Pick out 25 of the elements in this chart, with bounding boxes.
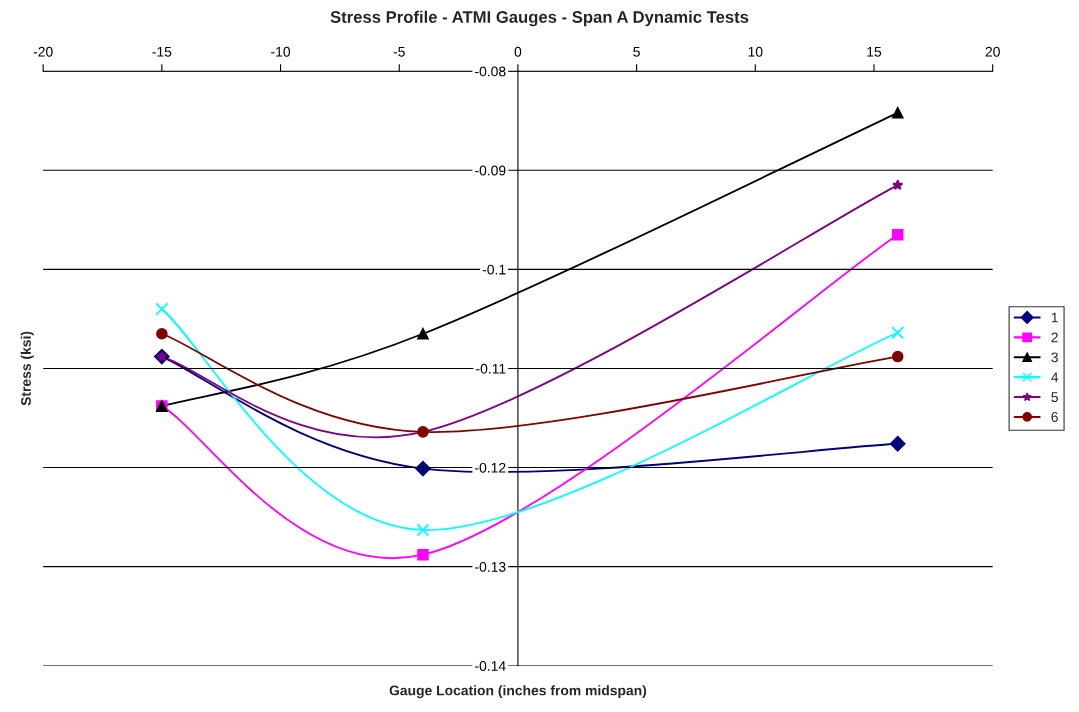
y-tick-label: -0.14 [475,661,506,671]
x-axis-title: Gauge Location (inches from midspan) [389,685,647,699]
legend-label: 1 [1051,312,1058,323]
x-tick-label: -15 [152,46,172,57]
x-tick-label: -5 [393,46,405,57]
x-tick-label: 0 [514,46,522,57]
y-tick-label: -0.11 [476,363,506,374]
y-tick-label: -0.08 [475,66,506,77]
y-tick-label: -0.1 [482,264,506,275]
y-axis-title: Stress (ksi) [20,331,34,406]
x-tick-label: 20 [985,46,1000,57]
x-tick-label: 5 [633,46,640,57]
legend-label: 2 [1051,332,1058,343]
y-tick-label: -0.12 [475,462,506,473]
x-tick-label: 15 [867,46,882,57]
legend-label: 4 [1051,372,1059,382]
x-tick-label: -10 [271,46,291,57]
chart-title: Stress Profile - ATMI Gauges - Span A Dynamic Tests [330,10,749,27]
legend-label: 3 [1051,352,1058,363]
legend-label: 6 [1051,412,1058,422]
legend-label: 5 [1051,392,1058,403]
x-tick-label: 10 [748,46,763,57]
y-tick-label: -0.09 [475,165,506,176]
x-tick-label: -20 [33,46,53,57]
y-tick-label: -0.13 [475,561,506,572]
